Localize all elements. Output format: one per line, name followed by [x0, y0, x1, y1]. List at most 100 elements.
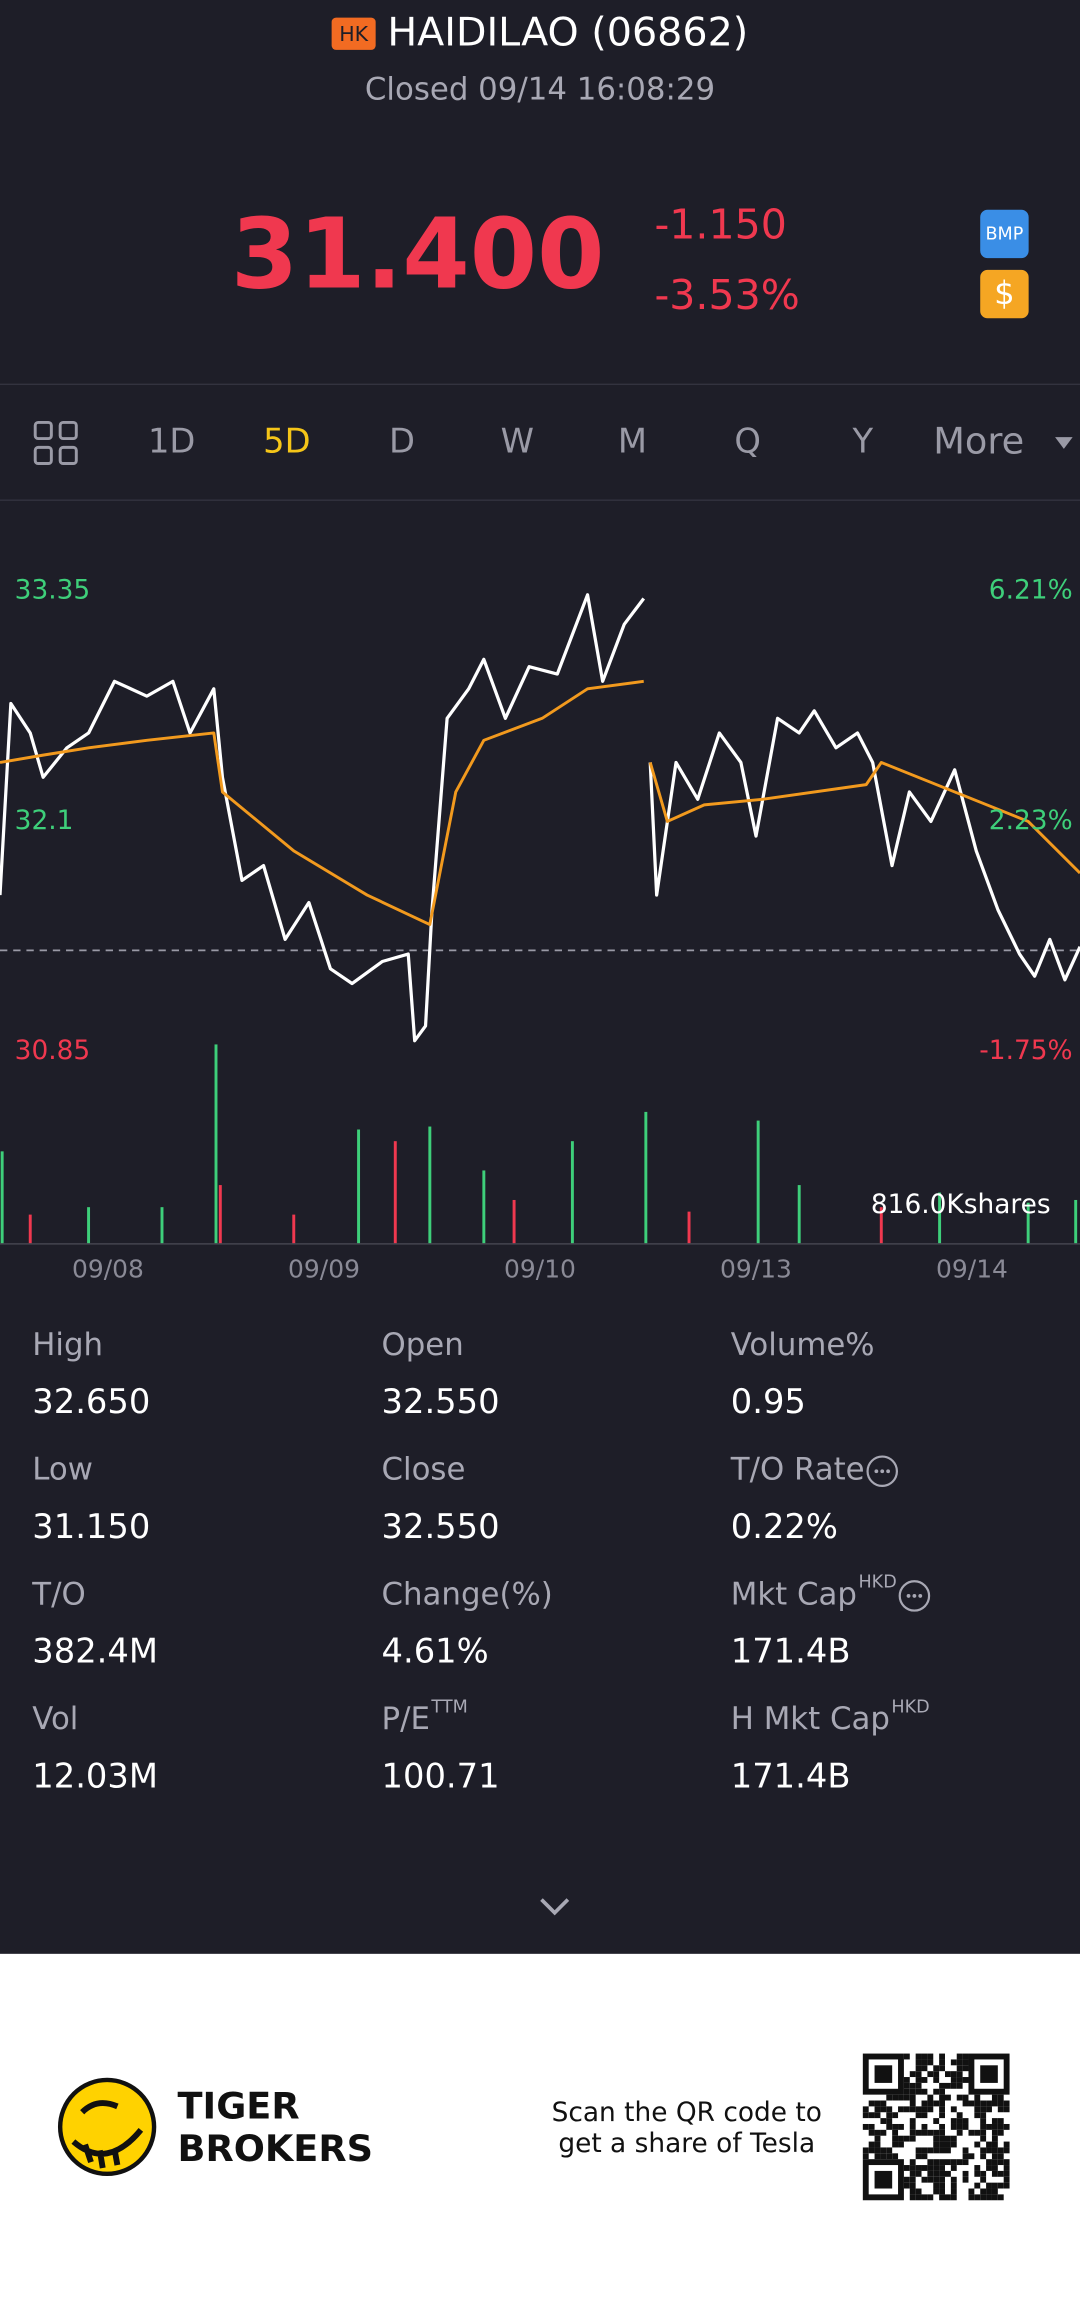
tab[interactable]: More	[933, 419, 1024, 462]
qr-cell	[898, 2135, 904, 2142]
qr-cell	[921, 2153, 928, 2160]
tab[interactable]: Y	[852, 421, 874, 460]
qr-cell	[974, 2100, 981, 2107]
qr-cell	[915, 2088, 922, 2095]
stat-label: Vol	[32, 1701, 78, 1737]
y2-tick-label: 6.21%	[989, 575, 1073, 606]
qr-cell	[1003, 2170, 1010, 2177]
stat-value: 0.22%	[731, 1507, 838, 1546]
tab[interactable]: W	[501, 421, 534, 460]
qr-cell	[874, 2112, 881, 2119]
qr-cell	[997, 2094, 1004, 2101]
qr-cell	[939, 2194, 945, 2201]
expand-chevron[interactable]	[540, 1898, 570, 1916]
info-dot	[874, 1469, 879, 1474]
qr-cell	[986, 2165, 992, 2171]
qr-cell	[962, 2053, 969, 2060]
stat-value: 171.4B	[731, 1756, 851, 1795]
stat-label-sup: HKD	[858, 1573, 896, 1593]
qr-cell	[933, 2100, 940, 2107]
stat-label: Close	[382, 1452, 466, 1488]
qr-cell	[868, 2123, 875, 2130]
qr-cell	[986, 2106, 992, 2113]
qr-cell	[1003, 2141, 1010, 2148]
qr-cell	[986, 2182, 992, 2189]
qr-cell	[945, 2141, 951, 2148]
info-icon[interactable]	[898, 1580, 931, 1612]
stat-value: 32.650	[32, 1382, 150, 1421]
volume-bar	[292, 1214, 296, 1244]
qr-cell	[991, 2118, 998, 2124]
stat-value: 32.550	[382, 1507, 500, 1546]
qr-cell	[927, 2100, 934, 2107]
qr-cell	[909, 2129, 916, 2136]
cash-icon[interactable]	[980, 269, 1029, 319]
qr-cell	[909, 2082, 916, 2089]
qr-cell	[986, 2100, 992, 2107]
qr-cell	[874, 2106, 881, 2113]
volume-bar	[28, 1214, 32, 1244]
info-icon[interactable]	[866, 1455, 899, 1488]
qr-cell	[880, 2100, 887, 2107]
qr-cell	[950, 2106, 957, 2113]
qr-cell	[997, 2118, 1004, 2124]
qr-cell	[892, 2135, 899, 2142]
qr-cell	[956, 2123, 963, 2130]
qr-cell	[915, 2082, 922, 2089]
qr-cell	[909, 2071, 916, 2078]
qr-cell	[886, 2094, 893, 2101]
qr-cell	[915, 2147, 922, 2154]
qr-cell	[1003, 2159, 1010, 2166]
qr-cell	[898, 2094, 904, 2101]
qr-cell	[915, 2188, 922, 2195]
qr-cell	[991, 2153, 998, 2160]
status: Closed 09/14 16:08:29	[365, 71, 715, 107]
background	[0, 0, 1080, 1954]
tab[interactable]: 5D	[263, 421, 310, 460]
qr-cell	[939, 2100, 945, 2107]
qr-cell	[915, 2077, 922, 2083]
qr-cell	[915, 2153, 922, 2160]
qr-cell	[962, 2077, 969, 2083]
stat-label: Low	[32, 1452, 93, 1488]
qr-cell	[962, 2159, 969, 2166]
qr-cell	[939, 2141, 945, 2148]
volume-bar	[214, 1044, 218, 1244]
average-line	[0, 679, 1080, 927]
qr-cell	[962, 2176, 969, 2183]
qr-cell	[927, 2094, 934, 2101]
price: 31.400	[231, 197, 605, 310]
qr-cell	[997, 2106, 1004, 2113]
qr-cell	[980, 2106, 987, 2113]
tab[interactable]: D	[389, 421, 415, 460]
stat-label-sup: TTM	[430, 1697, 467, 1717]
tab[interactable]: M	[618, 421, 647, 460]
qr-cell	[903, 2094, 910, 2101]
qr-cell	[933, 2141, 940, 2148]
stat-value: 0.95	[731, 1382, 806, 1421]
qr-cell	[950, 2141, 957, 2148]
bmp-icon[interactable]	[980, 209, 1029, 259]
qr-cell	[980, 2135, 987, 2142]
info-dot	[906, 1594, 911, 1598]
qr-cell	[991, 2165, 998, 2171]
tab[interactable]: Q	[734, 421, 761, 460]
qr-cell	[974, 2165, 981, 2171]
tab[interactable]: 1D	[148, 421, 195, 460]
qr-cell	[991, 2129, 998, 2136]
qr-cell	[933, 2159, 940, 2166]
qr-cell	[950, 2059, 957, 2066]
qr-cell	[915, 2194, 922, 2201]
volume-bar	[644, 1111, 648, 1244]
qr-cell	[903, 2165, 910, 2171]
x-tick-label: 09/14	[936, 1254, 1008, 1283]
qr-cell	[991, 2147, 998, 2154]
x-tick-label: 09/10	[504, 1254, 576, 1283]
brand-line: TIGER	[178, 2084, 300, 2127]
stat-label: Open	[382, 1327, 464, 1363]
layout-icon[interactable]	[33, 420, 78, 465]
qr-cell	[915, 2053, 922, 2060]
qr-cell	[909, 2135, 916, 2142]
qr-cell	[939, 2188, 945, 2195]
